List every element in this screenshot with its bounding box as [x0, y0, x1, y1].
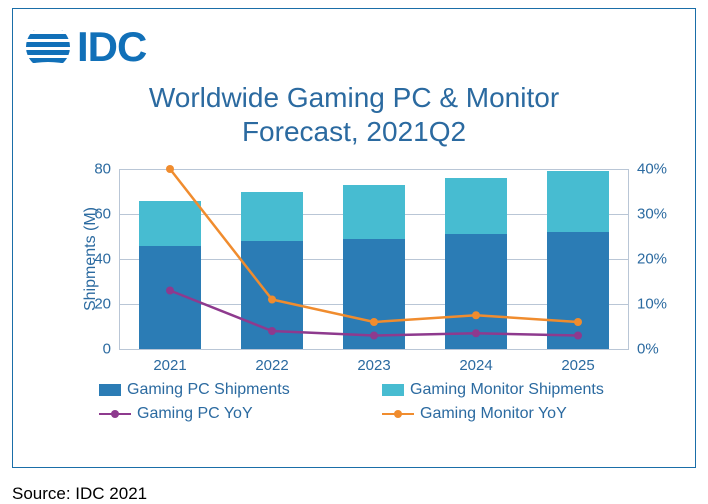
x-tick-label: 2025 — [561, 357, 594, 374]
swatch-bar-icon — [382, 384, 404, 396]
legend-label: Gaming Monitor Shipments — [410, 381, 604, 399]
x-tick-label: 2024 — [459, 357, 492, 374]
gaming-pc-yoy-marker — [166, 287, 174, 295]
y2-tick-label: 40% — [637, 161, 687, 178]
swatch-line-icon — [99, 408, 131, 420]
y-tick-label: 80 — [61, 161, 111, 178]
legend-label: Gaming PC Shipments — [127, 381, 290, 399]
legend-item-gaming-monitor-yoy: Gaming Monitor YoY — [382, 405, 665, 423]
x-tick-label: 2021 — [153, 357, 186, 374]
y2-tick-label: 20% — [637, 251, 687, 268]
legend-label: Gaming Monitor YoY — [420, 405, 567, 423]
gaming-pc-yoy-marker — [574, 332, 582, 340]
idc-logo-text: IDC — [77, 23, 146, 71]
chart-title: Worldwide Gaming PC & Monitor Forecast, … — [13, 81, 695, 148]
grid-line — [119, 349, 629, 350]
chart-title-line2: Forecast, 2021Q2 — [13, 115, 695, 149]
legend-item-gaming-monitor-shipments: Gaming Monitor Shipments — [382, 381, 665, 399]
gaming-pc-yoy-marker — [370, 332, 378, 340]
gaming-pc-yoy-marker — [472, 329, 480, 337]
gaming-monitor-yoy-marker — [166, 165, 174, 173]
y-axis-line — [119, 169, 120, 349]
gaming-pc-yoy-line — [170, 291, 578, 336]
source-text: Source: IDC 2021 — [12, 484, 147, 504]
chart-title-line1: Worldwide Gaming PC & Monitor — [13, 81, 695, 115]
figure-container: IDC Worldwide Gaming PC & Monitor Foreca… — [0, 0, 708, 504]
gaming-monitor-yoy-marker — [574, 318, 582, 326]
gaming-monitor-yoy-line — [170, 169, 578, 322]
legend: Gaming PC Shipments Gaming Monitor Shipm… — [99, 381, 665, 423]
y2-tick-label: 0% — [637, 341, 687, 358]
legend-item-gaming-pc-shipments: Gaming PC Shipments — [99, 381, 382, 399]
y-axis-title: Shipments (M) — [82, 207, 100, 311]
x-tick-label: 2023 — [357, 357, 390, 374]
swatch-line-icon — [382, 408, 414, 420]
chart-card: IDC Worldwide Gaming PC & Monitor Foreca… — [12, 8, 696, 468]
y2-axis-line — [628, 169, 629, 349]
legend-label: Gaming PC YoY — [137, 405, 253, 423]
plot-area: 0204060800%10%20%30%40%Shipments (M)2021… — [119, 169, 629, 349]
y-tick-label: 0 — [61, 341, 111, 358]
line-overlay — [119, 169, 629, 349]
gaming-monitor-yoy-marker — [472, 311, 480, 319]
idc-globe-icon — [25, 24, 71, 70]
y2-tick-label: 30% — [637, 206, 687, 223]
gaming-monitor-yoy-marker — [268, 296, 276, 304]
y2-tick-label: 10% — [637, 296, 687, 313]
gaming-pc-yoy-marker — [268, 327, 276, 335]
x-tick-label: 2022 — [255, 357, 288, 374]
idc-logo: IDC — [25, 23, 146, 71]
swatch-bar-icon — [99, 384, 121, 396]
legend-item-gaming-pc-yoy: Gaming PC YoY — [99, 405, 382, 423]
gaming-monitor-yoy-marker — [370, 318, 378, 326]
